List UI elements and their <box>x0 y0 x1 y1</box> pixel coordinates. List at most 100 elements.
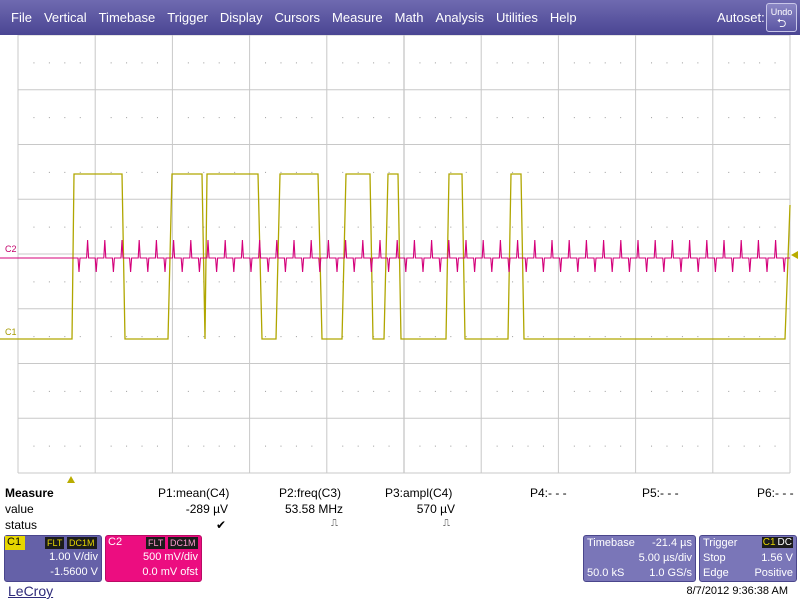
c1-descriptor[interactable]: C1 FLT DC1M 1.00 V/div -1.5600 V <box>4 535 102 582</box>
graticule-dot <box>295 117 297 119</box>
graticule-dot <box>604 336 606 338</box>
graticule-dot <box>357 390 359 392</box>
graticule-dot <box>527 226 529 228</box>
param-value-p1: -289 µV <box>185 502 228 516</box>
graticule-dot <box>156 336 158 338</box>
graticule-dot <box>388 171 390 173</box>
autoset-label[interactable]: Autoset: <box>717 10 765 25</box>
c2-offset: 0.0 mV ofst <box>142 566 198 578</box>
graticule-dot <box>357 171 359 173</box>
graticule-dot <box>589 117 591 119</box>
graticule-dot <box>527 62 529 64</box>
graticule-dot <box>512 226 514 228</box>
graticule-dot <box>48 336 50 338</box>
graticule-dot <box>280 445 282 447</box>
graticule-dot <box>218 171 220 173</box>
trigger-position-marker[interactable] <box>67 476 75 483</box>
graticule-dot <box>388 117 390 119</box>
graticule-dot <box>156 117 158 119</box>
measure-status-row: status ✔ ⎍ ⎍ <box>0 518 800 534</box>
graticule-dot <box>496 390 498 392</box>
c1-descriptor-header: C1 FLT DC1M <box>5 536 101 550</box>
graticule-dot <box>527 390 529 392</box>
brand-logo[interactable]: LeCroy <box>8 583 54 599</box>
graticule-dot <box>342 171 344 173</box>
measure-table[interactable]: Measure P1:mean(C4) P2:freq(C3) P3:ampl(… <box>0 486 800 534</box>
graticule-dot <box>651 117 653 119</box>
menu-cursors[interactable]: Cursors <box>274 10 321 25</box>
timebase-delay: -21.4 µs <box>652 537 692 549</box>
graticule-dot <box>280 390 282 392</box>
graticule-dot <box>743 336 745 338</box>
graticule-dot <box>48 62 50 64</box>
menu-vertical[interactable]: Vertical <box>43 10 87 25</box>
graticule-dot <box>604 62 606 64</box>
menu-trigger[interactable]: Trigger <box>167 10 208 25</box>
graticule-dot <box>774 281 776 283</box>
graticule-dot <box>373 445 375 447</box>
c2-descriptor[interactable]: C2 FLT DC1M 500 mV/div 0.0 mV ofst <box>105 535 202 582</box>
graticule-dot <box>79 117 81 119</box>
trigger-coupling: DC <box>776 537 793 548</box>
graticule-dot <box>357 336 359 338</box>
graticule-dot <box>774 390 776 392</box>
graticule-dot <box>234 226 236 228</box>
graticule-dot <box>589 336 591 338</box>
graticule-dot <box>774 226 776 228</box>
menu-analysis[interactable]: Analysis <box>435 10 484 25</box>
graticule-dot <box>728 226 730 228</box>
trigger-label: Trigger <box>703 537 738 549</box>
graticule-dot <box>759 171 761 173</box>
graticule-dot <box>450 171 452 173</box>
graticule-dot <box>218 336 220 338</box>
graticule-dot <box>697 62 699 64</box>
graticule-dot <box>450 226 452 228</box>
c2-vdiv: 500 mV/div <box>142 551 198 563</box>
timebase-descriptor[interactable]: Timebase -21.4 µs 5.00 µs/div 50.0 kS 1.… <box>583 535 696 582</box>
menu-utilities[interactable]: Utilities <box>495 10 538 25</box>
graticule-dot <box>419 226 421 228</box>
graticule-dot <box>357 117 359 119</box>
graticule-dot <box>64 281 66 283</box>
c1-trace-label[interactable]: C1 <box>5 327 17 337</box>
trigger-type-row: Edge Positive <box>700 566 796 581</box>
graticule-dot <box>126 336 128 338</box>
graticule-dot <box>512 281 514 283</box>
graticule-dot <box>126 117 128 119</box>
graticule-dot <box>651 62 653 64</box>
graticule-dot <box>48 226 50 228</box>
menu-display[interactable]: Display <box>219 10 263 25</box>
graticule-dot <box>373 117 375 119</box>
menu-file[interactable]: File <box>11 10 32 25</box>
graticule-dot <box>573 336 575 338</box>
graticule-dot <box>280 117 282 119</box>
graticule-dot <box>681 336 683 338</box>
graticule-dot <box>666 171 668 173</box>
timebase-label: Timebase <box>587 537 635 549</box>
c2-trace-label[interactable]: C2 <box>5 244 17 254</box>
graticule-dot <box>33 336 35 338</box>
graticule-dot <box>759 445 761 447</box>
graticule-dot <box>187 281 189 283</box>
menu-timebase[interactable]: Timebase <box>98 10 156 25</box>
graticule-dot <box>280 62 282 64</box>
undo-button[interactable]: Undo ⮌ <box>766 3 797 32</box>
graticule-dot <box>33 445 35 447</box>
trigger-level-marker[interactable] <box>791 251 798 259</box>
graticule-dot <box>265 117 267 119</box>
graticule-dot <box>542 336 544 338</box>
waveform-display[interactable]: C2 C1 <box>0 35 800 483</box>
menu-measure[interactable]: Measure <box>332 10 383 25</box>
graticule-dot <box>450 281 452 283</box>
graticule-dot <box>48 390 50 392</box>
graticule-dot <box>573 226 575 228</box>
menu-help[interactable]: Help <box>549 10 577 25</box>
graticule-dot <box>295 445 297 447</box>
graticule-dot <box>126 226 128 228</box>
menu-math[interactable]: Math <box>394 10 424 25</box>
graticule-dot <box>373 171 375 173</box>
graticule-dot <box>79 336 81 338</box>
graticule-dot <box>110 226 112 228</box>
graticule-dot <box>604 226 606 228</box>
trigger-descriptor[interactable]: Trigger C1 DC Stop 1.56 V Edge Positive <box>699 535 797 582</box>
